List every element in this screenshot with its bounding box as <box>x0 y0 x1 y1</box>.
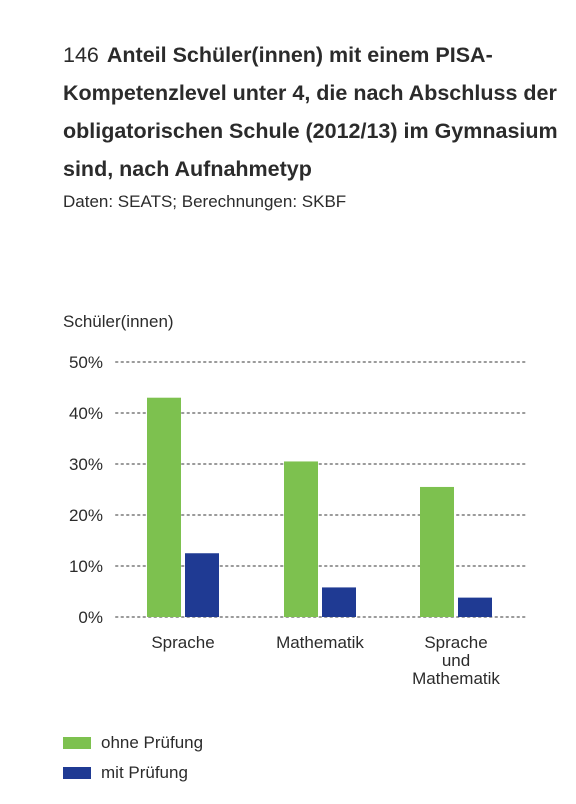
legend-item-ohne-pruefung: ohne Prüfung <box>63 728 203 758</box>
chart-title: 146 Anteil Schüler(innen) mit einem PISA-… <box>63 36 563 188</box>
y-tick-label: 0% <box>78 608 103 627</box>
y-axis-title: Schüler(innen) <box>63 312 174 331</box>
bar-ohne-pruefung <box>284 461 318 617</box>
legend: ohne Prüfung mit Prüfung <box>63 728 203 788</box>
bar-mit-pruefung <box>322 587 356 617</box>
y-tick-label: 30% <box>69 455 103 474</box>
legend-label-ohne-pruefung: ohne Prüfung <box>101 733 204 752</box>
y-tick-label: 40% <box>69 404 103 423</box>
bar-mit-pruefung <box>185 553 219 617</box>
x-tick-label: Sprache <box>151 633 214 652</box>
legend-swatch-mit-pruefung <box>63 767 91 779</box>
y-tick-label: 50% <box>69 353 103 372</box>
figure-number: 146 <box>63 43 99 67</box>
x-tick-label: Mathematik <box>276 633 364 652</box>
bar-ohne-pruefung <box>420 486 454 617</box>
bars <box>147 397 492 617</box>
y-tick-labels: 0% 10% 20% 30% 40% 50% <box>69 353 103 627</box>
x-tick-labels: Sprache Mathematik Sprache und Mathematik <box>151 633 500 688</box>
bar-mit-pruefung <box>458 597 492 617</box>
bar-ohne-pruefung <box>147 397 181 617</box>
x-tick-label: Sprache und Mathematik <box>412 633 500 688</box>
legend-label-mit-pruefung: mit Prüfung <box>101 763 188 782</box>
legend-item-mit-pruefung: mit Prüfung <box>63 758 203 788</box>
y-tick-label: 20% <box>69 506 103 525</box>
figure-header: 146 Anteil Schüler(innen) mit einem PISA-… <box>63 36 563 212</box>
data-source: Daten: SEATS; Berechnungen: SKBF <box>63 192 347 211</box>
figure-title-text: Anteil Schüler(innen) mit einem PISA-Kom… <box>63 43 558 181</box>
legend-swatch-ohne-pruefung <box>63 737 91 749</box>
y-tick-label: 10% <box>69 557 103 576</box>
